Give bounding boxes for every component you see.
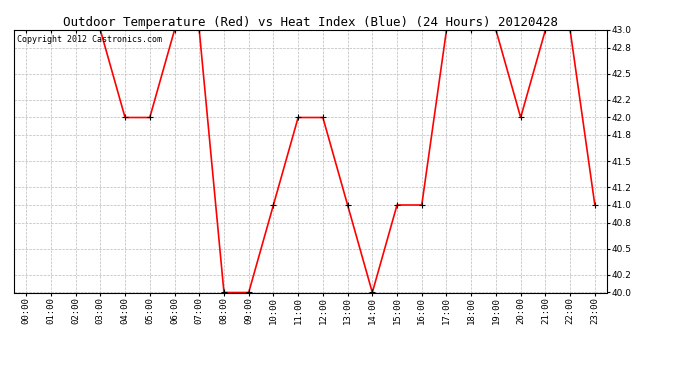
Text: Copyright 2012 Castronics.com: Copyright 2012 Castronics.com — [17, 35, 161, 44]
Title: Outdoor Temperature (Red) vs Heat Index (Blue) (24 Hours) 20120428: Outdoor Temperature (Red) vs Heat Index … — [63, 16, 558, 29]
